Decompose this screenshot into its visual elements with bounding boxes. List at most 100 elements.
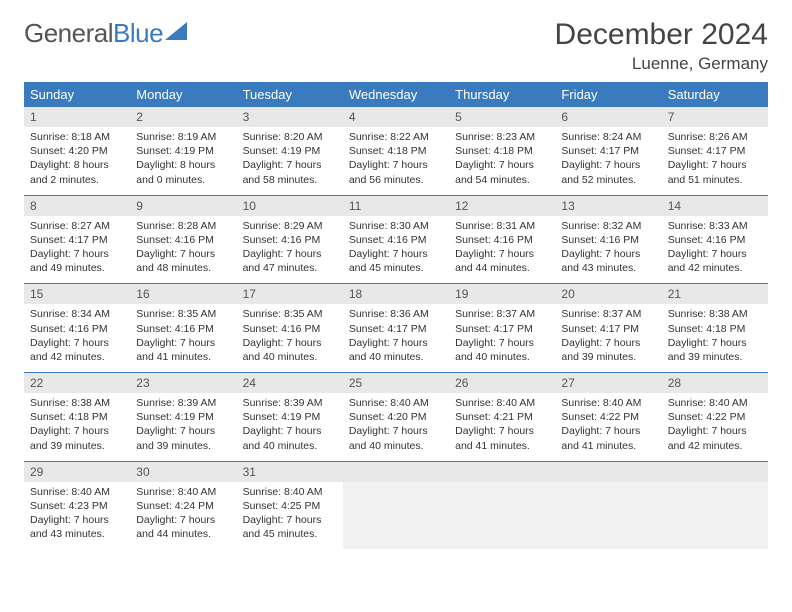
sunrise-text: Sunrise: 8:40 AM [136, 485, 230, 499]
day-number [343, 461, 449, 482]
day-number: 29 [24, 461, 130, 482]
sunset-text: Sunset: 4:19 PM [243, 410, 337, 424]
sunset-text: Sunset: 4:19 PM [243, 144, 337, 158]
day-info-cell: Sunrise: 8:35 AMSunset: 4:16 PMDaylight:… [237, 304, 343, 372]
sunrise-text: Sunrise: 8:40 AM [561, 396, 655, 410]
day-number: 20 [555, 284, 661, 305]
sunrise-text: Sunrise: 8:24 AM [561, 130, 655, 144]
day-info-row: Sunrise: 8:27 AMSunset: 4:17 PMDaylight:… [24, 216, 768, 284]
daylight-text: Daylight: 8 hours and 2 minutes. [30, 158, 124, 186]
sunset-text: Sunset: 4:18 PM [349, 144, 443, 158]
sunset-text: Sunset: 4:20 PM [30, 144, 124, 158]
sunrise-text: Sunrise: 8:35 AM [243, 307, 337, 321]
day-number: 15 [24, 284, 130, 305]
day-info-cell: Sunrise: 8:38 AMSunset: 4:18 PMDaylight:… [662, 304, 768, 372]
day-info-cell: Sunrise: 8:28 AMSunset: 4:16 PMDaylight:… [130, 216, 236, 284]
day-number: 30 [130, 461, 236, 482]
sunset-text: Sunset: 4:16 PM [136, 233, 230, 247]
sunset-text: Sunset: 4:19 PM [136, 144, 230, 158]
sunset-text: Sunset: 4:22 PM [561, 410, 655, 424]
day-info-cell: Sunrise: 8:33 AMSunset: 4:16 PMDaylight:… [662, 216, 768, 284]
daylight-text: Daylight: 7 hours and 43 minutes. [561, 247, 655, 275]
sunset-text: Sunset: 4:18 PM [455, 144, 549, 158]
daylight-text: Daylight: 7 hours and 45 minutes. [243, 513, 337, 541]
day-info-cell: Sunrise: 8:40 AMSunset: 4:20 PMDaylight:… [343, 393, 449, 461]
day-number: 19 [449, 284, 555, 305]
sunset-text: Sunset: 4:16 PM [243, 233, 337, 247]
sunrise-text: Sunrise: 8:20 AM [243, 130, 337, 144]
weekday-header: Tuesday [237, 82, 343, 107]
sunrise-text: Sunrise: 8:32 AM [561, 219, 655, 233]
day-number: 7 [662, 107, 768, 127]
day-number: 4 [343, 107, 449, 127]
day-info-cell: Sunrise: 8:22 AMSunset: 4:18 PMDaylight:… [343, 127, 449, 195]
logo-text-2: Blue [113, 18, 163, 49]
day-number-row: 15161718192021 [24, 284, 768, 305]
sunset-text: Sunset: 4:16 PM [243, 322, 337, 336]
sunrise-text: Sunrise: 8:40 AM [455, 396, 549, 410]
daylight-text: Daylight: 7 hours and 45 minutes. [349, 247, 443, 275]
day-info-cell: Sunrise: 8:37 AMSunset: 4:17 PMDaylight:… [555, 304, 661, 372]
day-info-cell [555, 482, 661, 550]
weekday-header: Sunday [24, 82, 130, 107]
daylight-text: Daylight: 7 hours and 40 minutes. [243, 336, 337, 364]
day-info-cell: Sunrise: 8:18 AMSunset: 4:20 PMDaylight:… [24, 127, 130, 195]
sunrise-text: Sunrise: 8:39 AM [136, 396, 230, 410]
daylight-text: Daylight: 7 hours and 47 minutes. [243, 247, 337, 275]
sunset-text: Sunset: 4:25 PM [243, 499, 337, 513]
day-info-cell [449, 482, 555, 550]
day-number: 14 [662, 195, 768, 216]
sunrise-text: Sunrise: 8:18 AM [30, 130, 124, 144]
day-number: 1 [24, 107, 130, 127]
calendar-table: Sunday Monday Tuesday Wednesday Thursday… [24, 82, 768, 549]
sunset-text: Sunset: 4:16 PM [136, 322, 230, 336]
sunset-text: Sunset: 4:22 PM [668, 410, 762, 424]
day-number: 10 [237, 195, 343, 216]
daylight-text: Daylight: 7 hours and 54 minutes. [455, 158, 549, 186]
sunrise-text: Sunrise: 8:40 AM [243, 485, 337, 499]
day-info-cell: Sunrise: 8:40 AMSunset: 4:21 PMDaylight:… [449, 393, 555, 461]
sunrise-text: Sunrise: 8:27 AM [30, 219, 124, 233]
calendar-body: 1234567Sunrise: 8:18 AMSunset: 4:20 PMDa… [24, 107, 768, 549]
day-number: 13 [555, 195, 661, 216]
day-info-cell: Sunrise: 8:32 AMSunset: 4:16 PMDaylight:… [555, 216, 661, 284]
day-number [662, 461, 768, 482]
day-info-cell: Sunrise: 8:20 AMSunset: 4:19 PMDaylight:… [237, 127, 343, 195]
daylight-text: Daylight: 7 hours and 51 minutes. [668, 158, 762, 186]
daylight-text: Daylight: 7 hours and 39 minutes. [30, 424, 124, 452]
daylight-text: Daylight: 7 hours and 41 minutes. [561, 424, 655, 452]
day-number: 11 [343, 195, 449, 216]
day-info-cell: Sunrise: 8:23 AMSunset: 4:18 PMDaylight:… [449, 127, 555, 195]
day-number: 16 [130, 284, 236, 305]
title-block: December 2024 Luenne, Germany [555, 18, 768, 74]
day-info-cell: Sunrise: 8:30 AMSunset: 4:16 PMDaylight:… [343, 216, 449, 284]
day-info-row: Sunrise: 8:38 AMSunset: 4:18 PMDaylight:… [24, 393, 768, 461]
day-info-cell: Sunrise: 8:31 AMSunset: 4:16 PMDaylight:… [449, 216, 555, 284]
sunset-text: Sunset: 4:16 PM [561, 233, 655, 247]
sunrise-text: Sunrise: 8:40 AM [349, 396, 443, 410]
day-info-cell: Sunrise: 8:26 AMSunset: 4:17 PMDaylight:… [662, 127, 768, 195]
sunset-text: Sunset: 4:17 PM [561, 144, 655, 158]
daylight-text: Daylight: 7 hours and 41 minutes. [455, 424, 549, 452]
daylight-text: Daylight: 7 hours and 43 minutes. [30, 513, 124, 541]
day-info-cell: Sunrise: 8:40 AMSunset: 4:22 PMDaylight:… [662, 393, 768, 461]
daylight-text: Daylight: 7 hours and 42 minutes. [668, 424, 762, 452]
daylight-text: Daylight: 7 hours and 49 minutes. [30, 247, 124, 275]
day-number: 27 [555, 373, 661, 394]
sunset-text: Sunset: 4:17 PM [668, 144, 762, 158]
day-number: 28 [662, 373, 768, 394]
sunset-text: Sunset: 4:24 PM [136, 499, 230, 513]
day-number: 18 [343, 284, 449, 305]
weekday-header: Friday [555, 82, 661, 107]
sunrise-text: Sunrise: 8:28 AM [136, 219, 230, 233]
day-number-row: 22232425262728 [24, 373, 768, 394]
sunrise-text: Sunrise: 8:36 AM [349, 307, 443, 321]
sunset-text: Sunset: 4:17 PM [455, 322, 549, 336]
header: GeneralBlue December 2024 Luenne, German… [24, 18, 768, 74]
sunset-text: Sunset: 4:16 PM [30, 322, 124, 336]
day-info-cell: Sunrise: 8:40 AMSunset: 4:25 PMDaylight:… [237, 482, 343, 550]
day-number: 2 [130, 107, 236, 127]
daylight-text: Daylight: 7 hours and 44 minutes. [455, 247, 549, 275]
day-number: 6 [555, 107, 661, 127]
sunrise-text: Sunrise: 8:37 AM [455, 307, 549, 321]
